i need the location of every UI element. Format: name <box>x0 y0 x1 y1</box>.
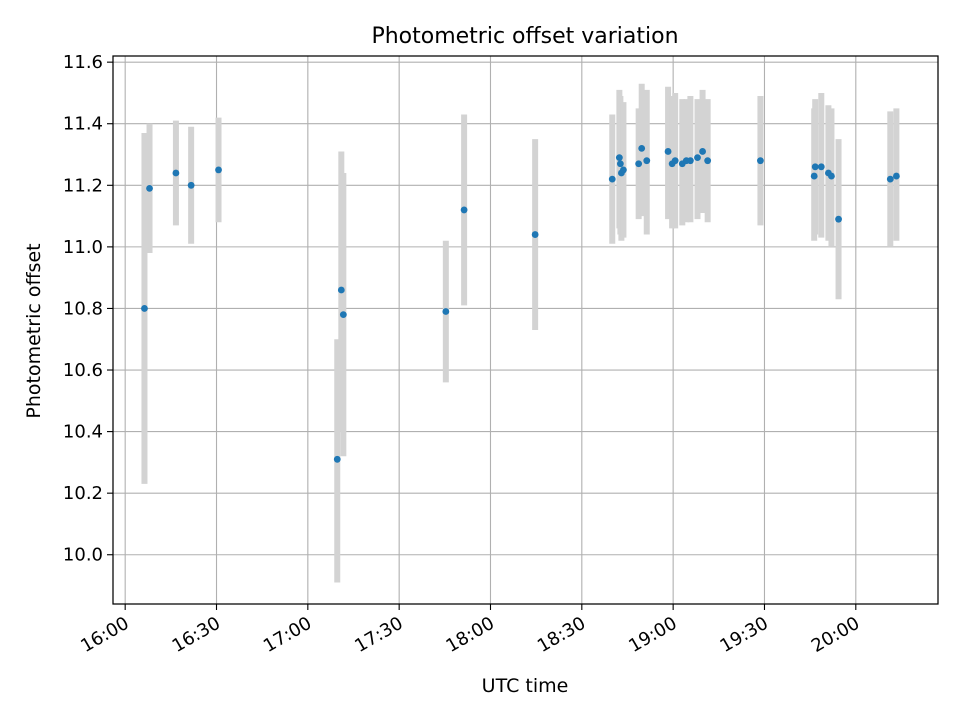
data-point <box>828 172 835 180</box>
data-point <box>442 308 450 315</box>
data-point <box>141 305 148 312</box>
x-tick-label: 17:00 <box>260 613 315 657</box>
data-point <box>664 148 672 155</box>
x-tick-label: 17:30 <box>351 613 406 657</box>
y-tick-label: 10.8 <box>63 298 103 319</box>
data-point <box>337 286 345 294</box>
data-point <box>892 172 900 180</box>
data-point <box>616 160 624 168</box>
y-tick-label: 10.0 <box>63 545 103 566</box>
data-point <box>460 206 468 214</box>
data-point <box>686 157 694 165</box>
data-point <box>694 154 701 161</box>
data-point <box>817 163 825 171</box>
data-point <box>172 169 180 177</box>
y-tick-label: 10.4 <box>63 422 103 443</box>
x-tick-label: 18:00 <box>443 613 498 657</box>
data-point <box>615 154 623 161</box>
y-tick-label: 11.2 <box>63 175 103 196</box>
y-tick-label: 10.6 <box>63 360 103 381</box>
y-tick-label: 11.6 <box>63 52 103 73</box>
data-point <box>608 175 616 183</box>
data-point <box>643 157 651 165</box>
chart-title: Photometric offset variation <box>371 24 678 49</box>
data-point <box>811 163 819 171</box>
x-tick-label: 18:30 <box>534 613 589 657</box>
data-point <box>339 311 347 319</box>
data-points <box>141 144 900 463</box>
x-tick-label: 16:00 <box>77 613 132 657</box>
y-tick-label: 10.2 <box>63 483 103 504</box>
data-point <box>638 144 646 152</box>
x-axis-label: UTC time <box>482 675 569 697</box>
data-point <box>835 215 842 223</box>
error-bars <box>141 83 900 583</box>
data-point <box>187 181 195 189</box>
x-tick-label: 19:30 <box>717 613 772 657</box>
y-tick-label: 11.4 <box>63 114 103 135</box>
x-axis-ticks: 16:00 16:30 17:00 17:30 18:00 18:30 19:00 19:30… <box>77 604 863 657</box>
plot-frame <box>112 55 939 605</box>
y-axis-label: Photometric offset <box>23 243 45 418</box>
y-axis-ticks: 10.0 10.2 10.4 10.6 10.8 11.0 11.2 11.4 11.6 <box>63 52 113 566</box>
data-point <box>671 157 679 165</box>
data-point <box>810 172 818 180</box>
data-point <box>146 184 153 192</box>
x-tick-label: 16:30 <box>169 613 224 657</box>
y-tick-label: 11.0 <box>63 237 103 258</box>
grid <box>113 56 938 604</box>
data-point <box>699 148 706 155</box>
data-point <box>886 175 894 183</box>
data-point <box>704 157 712 165</box>
data-point <box>215 166 222 174</box>
x-tick-label: 20:00 <box>808 613 863 657</box>
data-point <box>620 166 627 174</box>
data-point <box>635 160 643 168</box>
data-point <box>531 231 539 238</box>
data-point <box>757 157 764 165</box>
data-point <box>333 455 341 463</box>
x-tick-label: 19:00 <box>625 613 680 657</box>
